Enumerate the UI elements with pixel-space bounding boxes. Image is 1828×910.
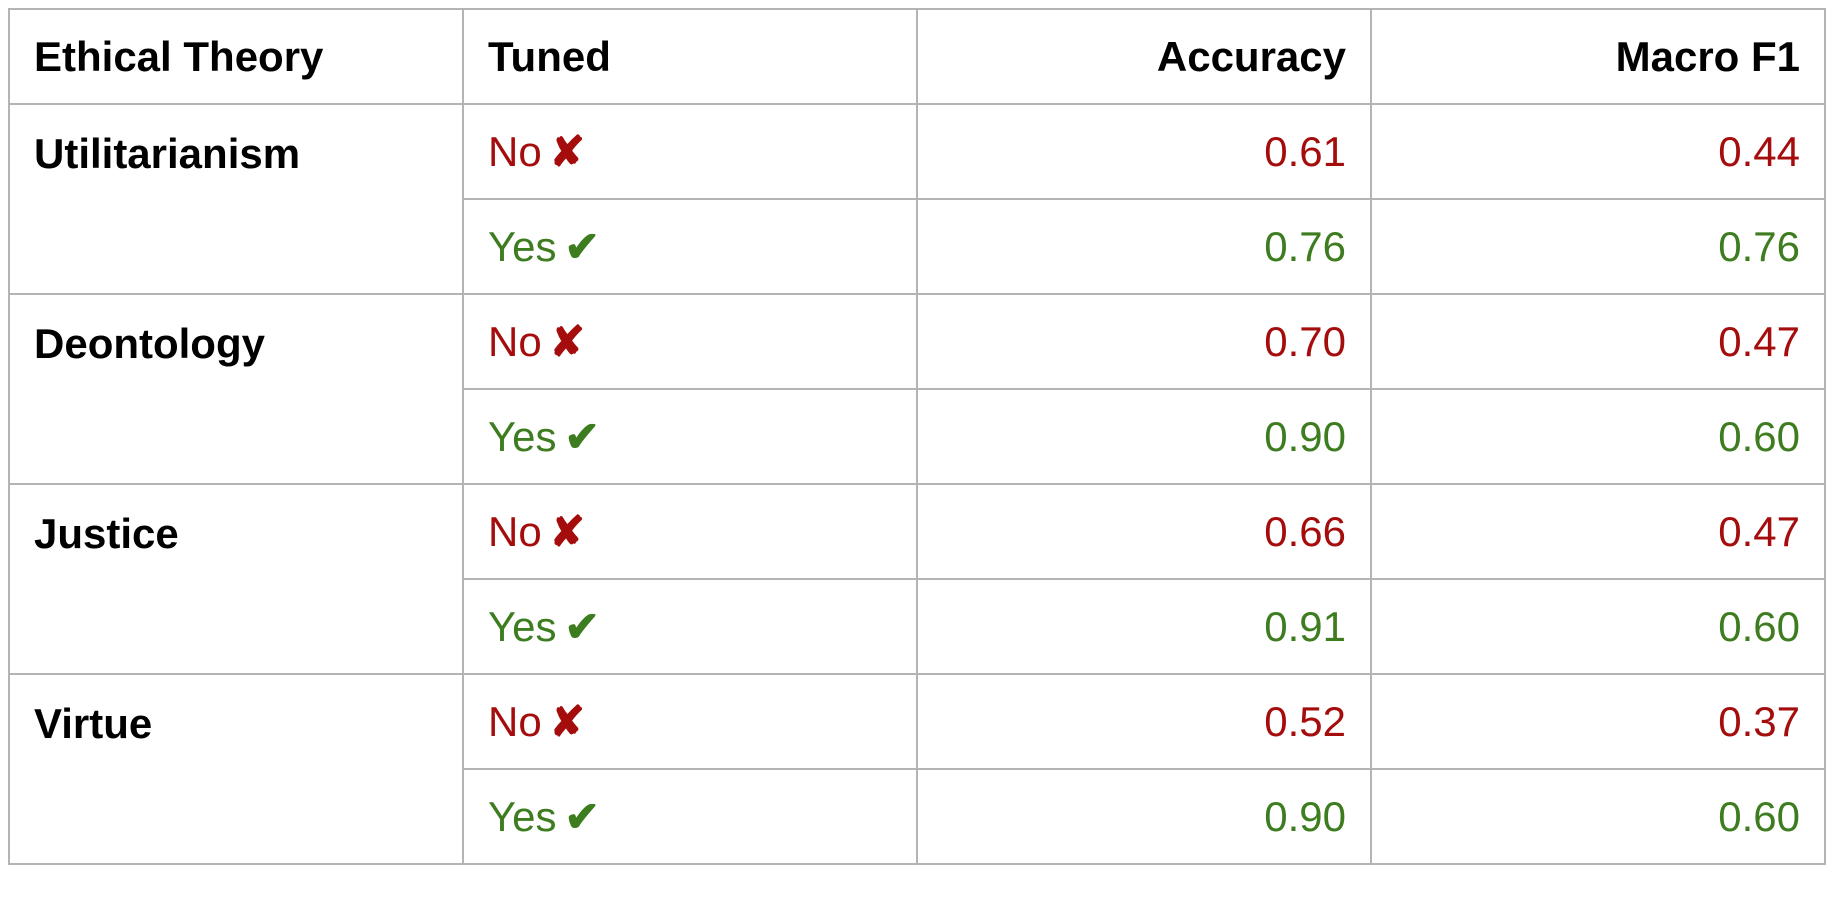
table-row: Justice No ✘ 0.66 0.47 <box>8 483 1826 675</box>
check-mark-icon: ✔ <box>564 412 600 460</box>
theory-cell: Deontology <box>8 293 464 485</box>
table-row: Yes ✔ 0.90 0.60 <box>9 768 1826 865</box>
header-macro-f1: Macro F1 <box>1370 8 1826 105</box>
tuned-cell: No ✘ <box>462 673 918 770</box>
table-row: Deontology No ✘ 0.70 0.47 <box>8 293 1826 485</box>
macro-f1-cell: 0.37 <box>1370 673 1826 770</box>
tuned-cell: No ✘ <box>462 293 918 390</box>
accuracy-cell: 0.61 <box>916 103 1372 200</box>
tuned-cell: Yes ✔ <box>462 768 918 865</box>
accuracy-cell: 0.90 <box>916 768 1372 865</box>
table-header: Ethical Theory Tuned Accuracy Macro F1 <box>8 8 1826 105</box>
tuned-cell: Yes ✔ <box>462 388 918 485</box>
cross-mark-icon: ✘ <box>549 507 585 555</box>
tuned-cell: Yes ✔ <box>462 578 918 675</box>
macro-f1-cell: 0.44 <box>1370 103 1826 200</box>
tuned-label: No <box>488 507 542 555</box>
tuned-label: No <box>488 127 542 175</box>
macro-f1-cell: 0.76 <box>1370 198 1826 295</box>
accuracy-cell: 0.90 <box>916 388 1372 485</box>
macro-f1-cell: 0.60 <box>1370 768 1826 865</box>
table-body: Utilitarianism No ✘ 0.61 0.44 Yes ✔ 0.76 0… <box>8 103 1826 865</box>
header-accuracy: Accuracy <box>916 8 1372 105</box>
macro-f1-cell: 0.60 <box>1370 388 1826 485</box>
accuracy-cell: 0.76 <box>916 198 1372 295</box>
check-mark-icon: ✔ <box>564 222 600 270</box>
table-row: Yes ✔ 0.91 0.60 <box>9 578 1826 675</box>
table-row: Yes ✔ 0.76 0.76 <box>9 198 1826 295</box>
accuracy-cell: 0.66 <box>916 483 1372 580</box>
results-table: Ethical Theory Tuned Accuracy Macro F1 U… <box>8 8 1826 865</box>
macro-f1-cell: 0.47 <box>1370 483 1826 580</box>
check-mark-icon: ✔ <box>564 792 600 840</box>
table-row: Virtue No ✘ 0.52 0.37 <box>8 673 1826 865</box>
tuned-label: Yes <box>488 222 557 270</box>
accuracy-cell: 0.70 <box>916 293 1372 390</box>
macro-f1-cell: 0.47 <box>1370 293 1826 390</box>
theory-cell: Utilitarianism <box>8 103 464 295</box>
cross-mark-icon: ✘ <box>549 697 585 745</box>
tuned-label: No <box>488 317 542 365</box>
accuracy-cell: 0.91 <box>916 578 1372 675</box>
theory-cell: Virtue <box>8 673 464 865</box>
tuned-label: No <box>488 697 542 745</box>
tuned-cell: No ✘ <box>462 103 918 200</box>
tuned-label: Yes <box>488 602 557 650</box>
theory-cell: Justice <box>8 483 464 675</box>
cross-mark-icon: ✘ <box>549 127 585 175</box>
tuned-label: Yes <box>488 792 557 840</box>
table-row: Utilitarianism No ✘ 0.61 0.44 <box>8 103 1826 295</box>
cross-mark-icon: ✘ <box>549 317 585 365</box>
table-row: Yes ✔ 0.90 0.60 <box>9 388 1826 485</box>
macro-f1-cell: 0.60 <box>1370 578 1826 675</box>
check-mark-icon: ✔ <box>564 602 600 650</box>
header-row: Ethical Theory Tuned Accuracy Macro F1 <box>8 8 1826 105</box>
tuned-label: Yes <box>488 412 557 460</box>
header-tuned: Tuned <box>462 8 918 105</box>
accuracy-cell: 0.52 <box>916 673 1372 770</box>
header-ethical-theory: Ethical Theory <box>8 8 464 105</box>
tuned-cell: Yes ✔ <box>462 198 918 295</box>
tuned-cell: No ✘ <box>462 483 918 580</box>
